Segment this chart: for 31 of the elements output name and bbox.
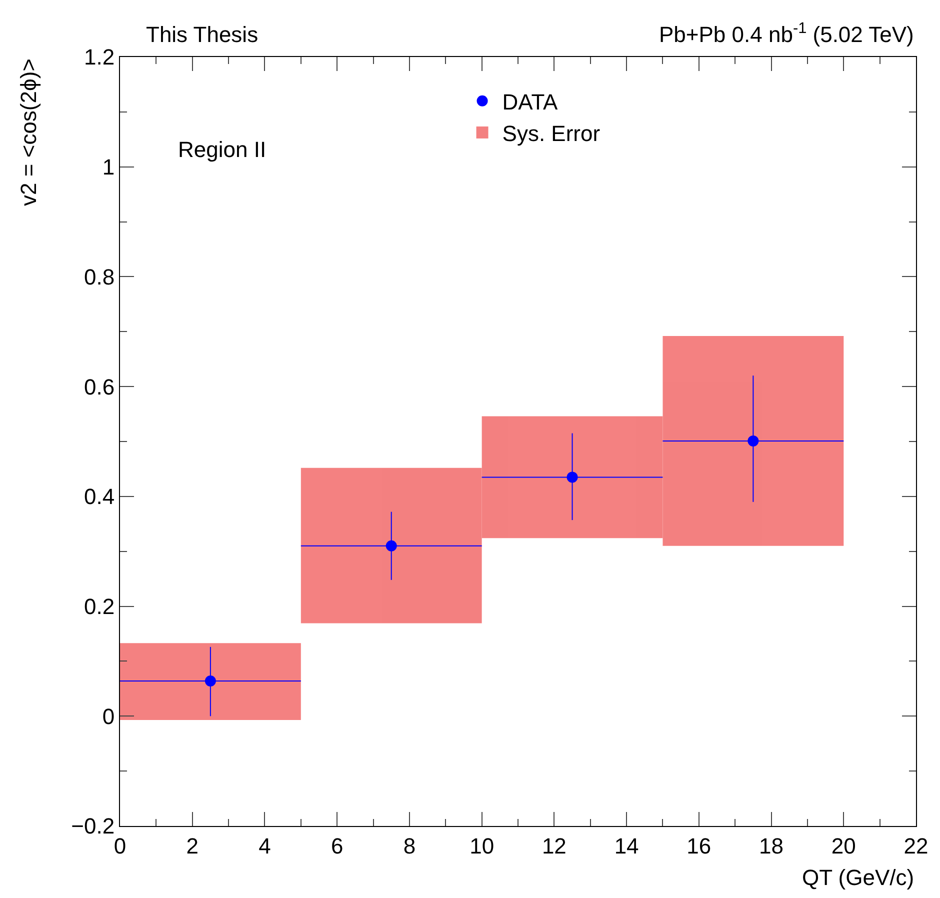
legend-label: DATA [502, 89, 558, 114]
annotation: Region II [178, 137, 266, 162]
text: This Thesis [146, 22, 258, 47]
y-tick-label: 0.2 [84, 594, 115, 619]
y-tick-label: 0.6 [84, 374, 115, 400]
x-axis-title: QT (GeV/c) [802, 865, 914, 890]
legend-label: Sys. Error [502, 121, 600, 146]
y-tick-label: −0.2 [71, 814, 115, 839]
point [566, 472, 578, 483]
x-tick-label: 14 [614, 833, 639, 858]
y-tick-label: 0.8 [84, 264, 115, 290]
x-tick-label: 22 [904, 833, 928, 858]
x-tick-label: 4 [258, 833, 271, 858]
x-tick-label: 20 [831, 833, 856, 858]
y-tick-label: 0.4 [84, 484, 115, 510]
bar [120, 643, 301, 720]
point [386, 540, 397, 552]
y-axis-title: v2 = <cos(2ϕ)> [16, 58, 41, 206]
x-tick-label: 16 [686, 833, 712, 858]
text: Pb+Pb 0.4 nb$^{-1}$ (5.02 TeV) [659, 20, 914, 48]
x-tick-label: 12 [542, 833, 566, 858]
point [204, 675, 216, 686]
y-tick-label: 0 [102, 704, 115, 729]
x-tick-label: 10 [470, 833, 494, 858]
point [748, 435, 759, 446]
x-tick-label: 8 [403, 833, 416, 858]
x-tick-label: 2 [186, 833, 198, 858]
x-tick-label: 18 [759, 833, 784, 858]
y-tick-label: 1 [102, 154, 115, 180]
x-tick-label: 6 [330, 833, 344, 858]
y-tick-label: 1.2 [84, 44, 115, 70]
